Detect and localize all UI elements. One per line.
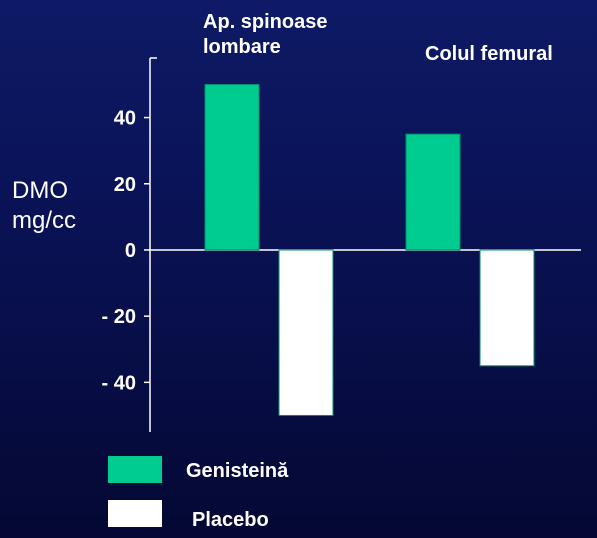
y-axis-label: DMO mg/cc (12, 176, 76, 236)
bar-placebo-0 (278, 249, 334, 416)
category-label-lumbar: Ap. spinoase lombare (203, 10, 327, 60)
bar-genistein-1 (405, 133, 461, 251)
bar-placebo-1 (479, 249, 535, 367)
category-label-lumbar-line-1: Ap. spinoase (203, 11, 328, 33)
category-label-femoral-neck-line-1: Colul femural (425, 43, 553, 65)
legend-swatch-genistein (108, 456, 162, 483)
y-ticks: 40 20 0 - 20 - 40 (102, 57, 157, 394)
bars (204, 83, 535, 416)
y-tick-label: 20 (114, 174, 136, 196)
y-tick-label: 40 (114, 108, 136, 130)
category-label-lumbar-line-2: lombare (203, 36, 281, 58)
bar-genistein-0 (204, 83, 260, 251)
y-tick-label: - 20 (102, 306, 136, 328)
y-axis-label-line-1: DMO (12, 177, 68, 204)
category-label-femoral-neck: Colul femural (425, 42, 553, 67)
y-tick-label: 0 (125, 240, 136, 262)
legend-swatch-placebo (108, 500, 162, 527)
y-axis-label-line-2: mg/cc (12, 207, 77, 234)
legend-label-genistein: Genisteină (186, 460, 289, 482)
legend-label-placebo: Placebo (192, 509, 269, 531)
y-tick-label: - 40 (102, 372, 136, 394)
